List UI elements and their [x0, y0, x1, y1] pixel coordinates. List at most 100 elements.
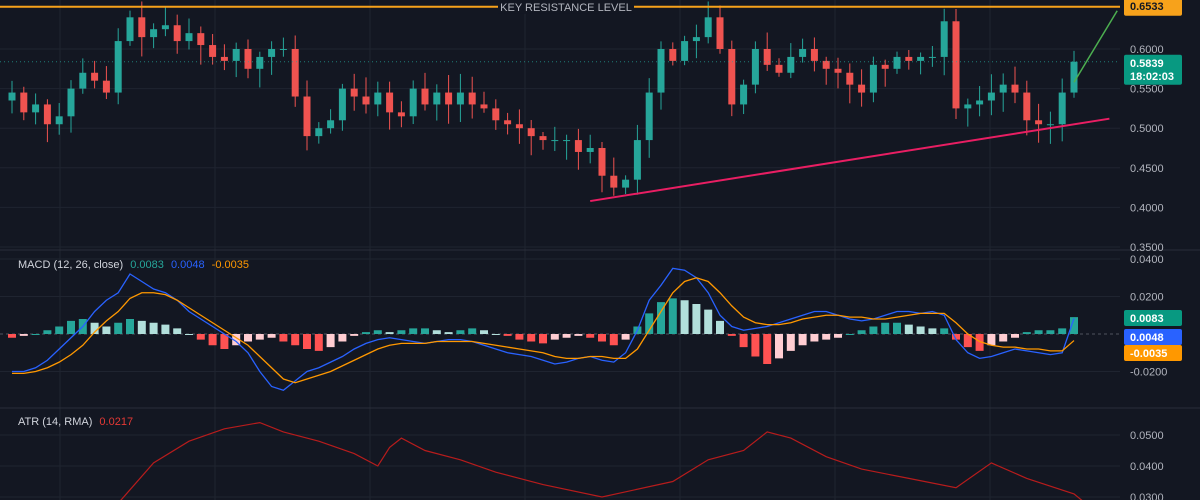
candle-body[interactable] [114, 41, 122, 93]
macd-histogram-bar[interactable] [267, 334, 276, 338]
candle-body[interactable] [55, 116, 63, 125]
macd-histogram-bar[interactable] [739, 334, 748, 348]
atr-line[interactable] [12, 421, 1109, 500]
macd-histogram-bar[interactable] [527, 334, 536, 342]
macd-histogram-bar[interactable] [786, 334, 795, 351]
macd-histogram-bar[interactable] [503, 334, 512, 336]
macd-histogram-bar[interactable] [432, 330, 441, 334]
candle-body[interactable] [787, 56, 795, 73]
macd-legend[interactable]: MACD (12, 26, close) 0.0083 0.0048 -0.00… [18, 259, 249, 271]
candle-body[interactable] [846, 72, 854, 85]
candle-body[interactable] [1070, 61, 1078, 93]
macd-histogram-bar[interactable] [19, 334, 28, 336]
macd-histogram-bar[interactable] [775, 334, 783, 359]
candle-body[interactable] [716, 17, 724, 49]
macd-histogram-bar[interactable] [232, 334, 241, 346]
macd-histogram-bar[interactable] [55, 326, 64, 335]
macd-histogram-bar[interactable] [1011, 334, 1019, 338]
macd-histogram-bar[interactable] [491, 334, 500, 335]
macd-histogram-bar[interactable] [314, 334, 323, 351]
macd-histogram-bar[interactable] [562, 334, 571, 338]
macd-histogram-bar[interactable] [550, 334, 559, 340]
candle-body[interactable] [822, 60, 830, 69]
macd-histogram-bar[interactable] [350, 334, 359, 336]
candle-body[interactable] [704, 17, 712, 38]
macd-histogram-bar[interactable] [303, 334, 311, 349]
projection-line[interactable] [1073, 10, 1118, 83]
macd-histogram-bar[interactable] [220, 334, 229, 349]
macd-histogram-bar[interactable] [668, 298, 677, 334]
candle-body[interactable] [209, 45, 217, 57]
candle-body[interactable] [456, 92, 464, 105]
candle-body[interactable] [8, 92, 16, 101]
candle-body[interactable] [669, 49, 677, 61]
macd-pane[interactable] [0, 267, 1120, 391]
candle-body[interactable] [268, 49, 276, 57]
macd-histogram-bar[interactable] [196, 334, 205, 340]
macd-histogram-bar[interactable] [692, 304, 701, 334]
candle-body[interactable] [150, 29, 158, 38]
macd-histogram-bar[interactable] [1034, 330, 1043, 334]
candle-body[interactable] [1058, 92, 1066, 125]
macd-histogram-bar[interactable] [67, 320, 75, 334]
candle-body[interactable] [964, 104, 972, 109]
macd-histogram-bar[interactable] [810, 334, 819, 342]
candle-body[interactable] [834, 68, 842, 73]
support-trendline[interactable] [590, 117, 1110, 203]
macd-histogram-bar[interactable] [645, 313, 654, 334]
candle-body[interactable] [468, 92, 476, 105]
candle-body[interactable] [480, 104, 488, 109]
candle-body[interactable] [504, 120, 512, 125]
macd-histogram-bar[interactable] [680, 300, 689, 334]
macd-histogram-bar[interactable] [385, 332, 394, 334]
macd-histogram-bar[interactable] [893, 322, 901, 334]
candle-body[interactable] [858, 84, 866, 93]
candle-body[interactable] [362, 96, 370, 105]
candle-body[interactable] [645, 92, 653, 141]
macd-histogram-bar[interactable] [1022, 332, 1031, 334]
candle-body[interactable] [492, 108, 500, 121]
candle-body[interactable] [940, 21, 948, 57]
candle-body[interactable] [681, 41, 689, 61]
candle-body[interactable] [20, 92, 28, 113]
macd-histogram-bar[interactable] [1070, 317, 1078, 334]
macd-histogram-bar[interactable] [952, 334, 960, 340]
macd-histogram-bar[interactable] [208, 334, 217, 346]
macd-histogram-bar[interactable] [657, 302, 665, 334]
candle-body[interactable] [598, 148, 606, 176]
macd-histogram-bar[interactable] [8, 334, 16, 338]
macd-histogram-bar[interactable] [126, 319, 134, 334]
candle-body[interactable] [763, 49, 771, 65]
candle-body[interactable] [799, 49, 807, 57]
macd-histogram-bar[interactable] [916, 326, 925, 335]
candle-body[interactable] [740, 84, 748, 105]
candle-body[interactable] [952, 21, 960, 109]
candle-body[interactable] [32, 104, 40, 113]
candle-body[interactable] [515, 124, 523, 129]
candle-body[interactable] [91, 72, 99, 81]
macd-histogram-bar[interactable] [102, 326, 111, 335]
candle-body[interactable] [586, 148, 594, 152]
candle-body[interactable] [350, 88, 358, 97]
candle-body[interactable] [976, 100, 984, 105]
candle-body[interactable] [751, 49, 759, 85]
macd-histogram-bar[interactable] [704, 309, 713, 334]
macd-histogram-bar[interactable] [515, 334, 524, 340]
candle-body[interactable] [633, 140, 641, 180]
candle-body[interactable] [126, 17, 134, 42]
candle-body[interactable] [374, 92, 382, 105]
candle-body[interactable] [987, 92, 995, 101]
macd-histogram-bar[interactable] [881, 322, 890, 334]
candle-body[interactable] [539, 136, 547, 141]
candle-body[interactable] [527, 128, 535, 137]
macd-histogram-bar[interactable] [586, 334, 595, 338]
macd-histogram-bar[interactable] [904, 324, 913, 334]
macd-histogram-bar[interactable] [362, 332, 370, 334]
macd-histogram-bar[interactable] [421, 328, 429, 334]
macd-histogram-bar[interactable] [869, 326, 878, 335]
macd-histogram-bar[interactable] [161, 324, 170, 334]
candle-body[interactable] [220, 56, 228, 61]
candle-body[interactable] [315, 128, 323, 137]
macd-line[interactable] [12, 267, 1075, 391]
candle-body[interactable] [551, 140, 559, 142]
